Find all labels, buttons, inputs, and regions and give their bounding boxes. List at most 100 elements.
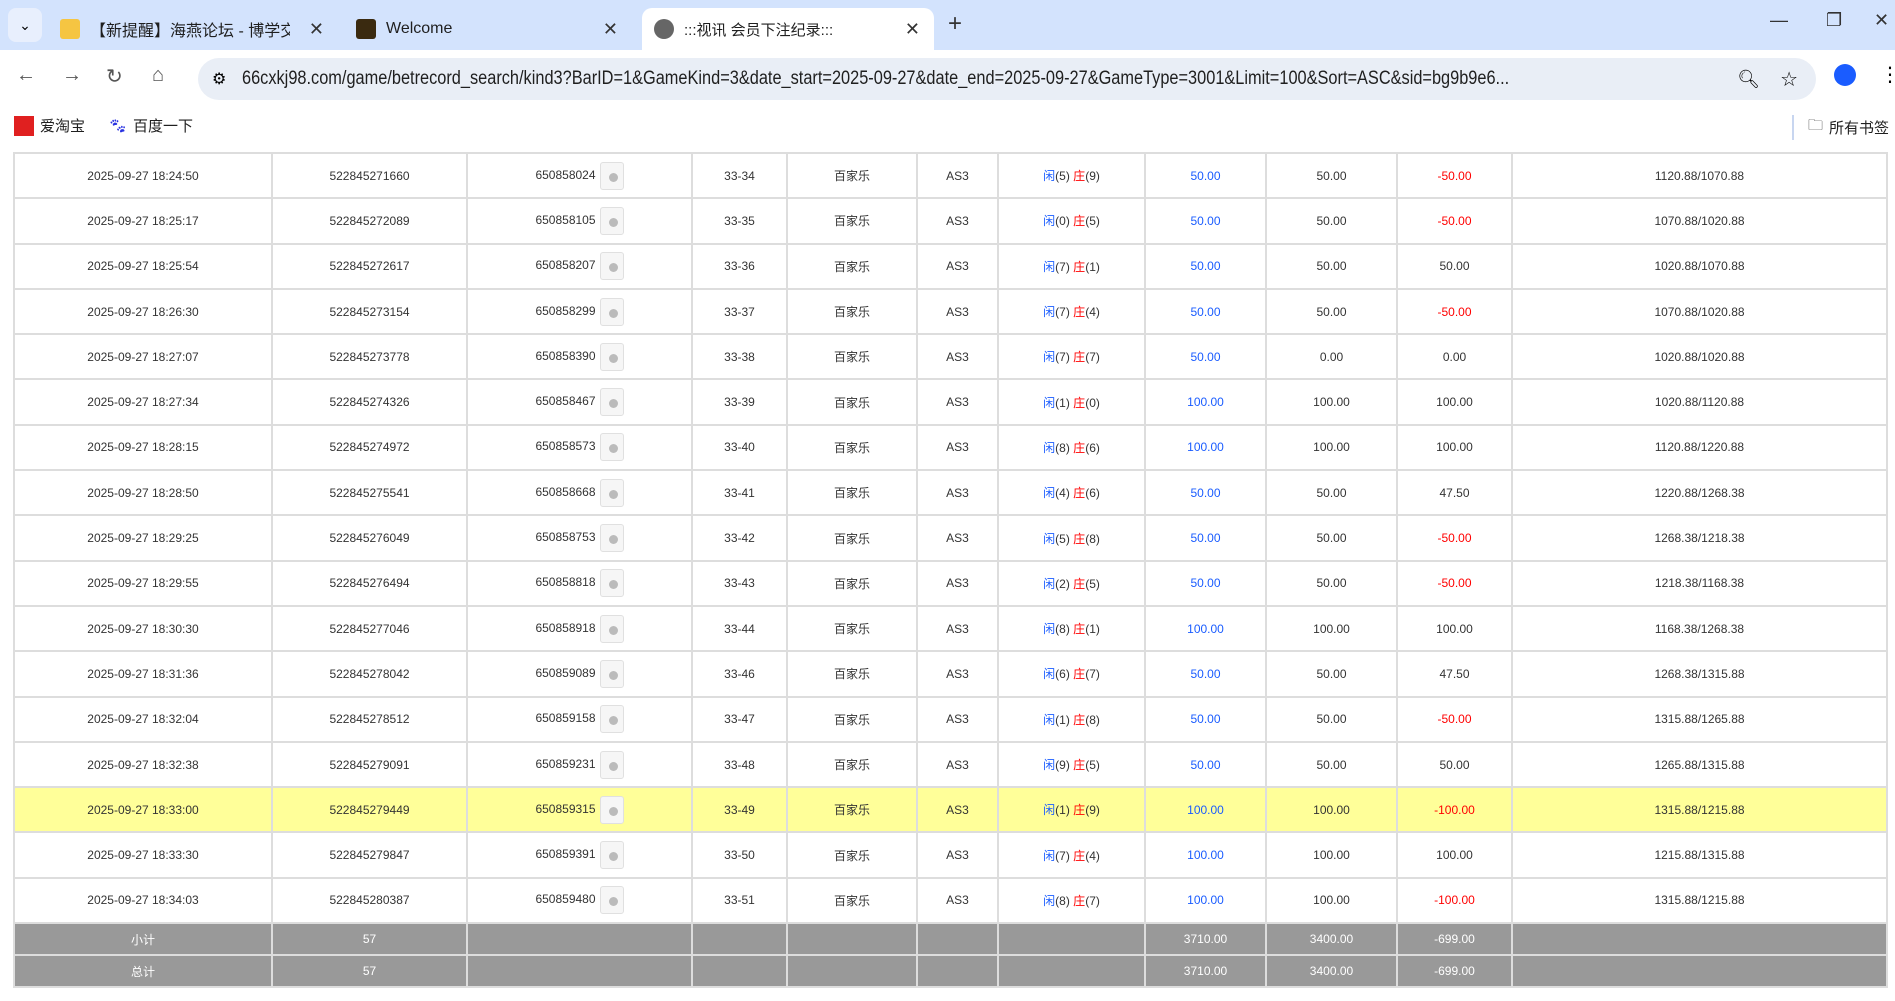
bet-amount: 100.00	[1144, 604, 1267, 653]
replay-document-icon[interactable]	[599, 659, 624, 688]
replay-document-icon[interactable]	[599, 705, 624, 734]
player-label: 闲	[1043, 712, 1056, 727]
round-id: 650858573	[535, 439, 596, 454]
banker-score: 9	[1089, 169, 1096, 184]
table-row: 2025-09-27 18:33:30 522845279847 6508593…	[13, 831, 1888, 879]
banker-label: 庄	[1073, 440, 1086, 455]
replay-document-icon[interactable]	[599, 886, 624, 915]
table-code: AS3	[916, 831, 999, 879]
player-score: 5	[1059, 531, 1066, 546]
banker-label: 庄	[1073, 576, 1086, 591]
new-tab-button[interactable]: +	[948, 10, 963, 37]
replay-document-icon[interactable]	[599, 252, 624, 281]
valid-amount: 100.00	[1265, 786, 1398, 834]
empty-cell	[786, 954, 918, 989]
tab-welcome[interactable]: Welcome ✕	[344, 8, 632, 50]
table-shoe: 33-47	[691, 695, 788, 743]
table-row: 2025-09-27 18:24:50 522845271660 6508580…	[13, 151, 1888, 200]
valid-amount: 50.00	[1265, 695, 1398, 743]
table-row: 2025-09-27 18:33:00 522845279449 6508593…	[13, 786, 1888, 834]
banker-score: 1	[1089, 259, 1096, 274]
replay-document-icon[interactable]	[599, 478, 624, 507]
round-id: 650858753	[535, 530, 596, 545]
back-button[interactable]: ←	[16, 64, 36, 86]
replay-document-icon[interactable]	[599, 161, 624, 190]
table-code: AS3	[916, 378, 999, 426]
table-shoe: 33-48	[691, 740, 788, 789]
bookmark-aitaobao[interactable]: 爱淘宝	[14, 115, 85, 136]
win-loss: -100.00	[1396, 876, 1513, 925]
bet-amount: 50.00	[1144, 514, 1267, 562]
empty-cell	[997, 954, 1146, 989]
win-loss: 0.00	[1396, 333, 1513, 381]
bookmark-baidu[interactable]: 🐾︎ 百度一下	[108, 115, 193, 136]
site-settings-icon[interactable]: ⚙	[212, 71, 227, 88]
empty-cell	[691, 954, 788, 989]
player-label: 闲	[1043, 893, 1056, 908]
game-type: 百家乐	[786, 151, 918, 200]
replay-document-icon[interactable]	[599, 206, 624, 235]
bet-time: 2025-09-27 18:31:36	[13, 650, 273, 698]
tab-forum[interactable]: 【新提醒】海燕论坛 - 博学交流 ✕	[48, 8, 338, 50]
replay-document-icon[interactable]	[599, 388, 624, 417]
profile-avatar[interactable]	[1834, 64, 1856, 86]
close-window-button[interactable]: ✕	[1874, 10, 1890, 30]
zoom-icon[interactable]: 🔍︎	[1737, 68, 1760, 89]
replay-document-icon[interactable]	[599, 342, 624, 371]
bet-id: 522845276494	[271, 559, 468, 607]
table-shoe: 33-34	[691, 151, 788, 200]
bet-time: 2025-09-27 18:27:07	[13, 333, 273, 381]
bet-id: 522845279449	[271, 786, 468, 834]
replay-document-icon[interactable]	[599, 750, 624, 779]
bet-amount: 50.00	[1144, 695, 1267, 743]
close-tab-icon[interactable]: ✕	[308, 18, 324, 39]
valid-amount: 100.00	[1265, 604, 1398, 653]
url-text[interactable]: 66cxkj98.com/game/betrecord_search/kind3…	[242, 68, 1510, 89]
table-row: 2025-09-27 18:31:36 522845278042 6508590…	[13, 650, 1888, 698]
bet-time: 2025-09-27 18:27:34	[13, 378, 273, 426]
valid-amount: 100.00	[1265, 876, 1398, 925]
home-button[interactable]: ⌂	[152, 64, 165, 86]
tab-bet-record[interactable]: :::视讯 会员下注纪录::: ✕	[642, 8, 934, 50]
empty-cell	[1511, 922, 1888, 957]
menu-icon[interactable]: ⋮	[1880, 64, 1895, 86]
banker-label: 庄	[1073, 259, 1086, 274]
all-bookmarks[interactable]: 🗀 所有书签	[1792, 115, 1889, 140]
valid-amount: 50.00	[1265, 740, 1398, 789]
forward-button[interactable]: →	[62, 64, 82, 86]
close-tab-icon[interactable]: ✕	[602, 18, 618, 39]
replay-document-icon[interactable]	[599, 569, 624, 598]
bet-time: 2025-09-27 18:33:30	[13, 831, 273, 879]
replay-document-icon[interactable]	[599, 795, 624, 824]
footer-bet: 3710.00	[1144, 922, 1267, 957]
round-id-cell: 650858573	[466, 423, 693, 472]
replay-document-icon[interactable]	[599, 614, 624, 643]
table-code: AS3	[916, 287, 999, 336]
result-cell: 闲(1) 庄(0)	[997, 378, 1146, 426]
table-shoe: 33-49	[691, 786, 788, 834]
bet-id: 522845273154	[271, 287, 468, 336]
banker-label: 庄	[1073, 169, 1086, 184]
reload-button[interactable]: ↻	[106, 66, 123, 88]
player-score: 5	[1059, 169, 1066, 184]
round-id-cell: 650858818	[466, 559, 693, 607]
replay-document-icon[interactable]	[599, 841, 624, 870]
balance: 1020.88/1020.88	[1511, 333, 1888, 381]
minimize-button[interactable]: —	[1770, 10, 1788, 30]
result-cell: 闲(7) 庄(4)	[997, 831, 1146, 879]
tab-search-button[interactable]: ⌄	[8, 8, 42, 42]
win-loss: -50.00	[1396, 514, 1513, 562]
close-tab-icon[interactable]: ✕	[904, 18, 920, 39]
address-bar[interactable]: ⚙ 66cxkj98.com/game/betrecord_search/kin…	[198, 58, 1816, 100]
table-code: AS3	[916, 786, 999, 834]
star-icon[interactable]: ☆	[1780, 68, 1798, 91]
table-shoe: 33-36	[691, 242, 788, 290]
banker-score: 4	[1089, 305, 1096, 320]
bet-time: 2025-09-27 18:34:03	[13, 876, 273, 925]
replay-document-icon[interactable]	[599, 297, 624, 326]
tab-title: Welcome	[386, 20, 453, 37]
restore-button[interactable]: ❐	[1826, 10, 1843, 30]
replay-document-icon[interactable]	[599, 433, 624, 462]
replay-document-icon[interactable]	[599, 524, 624, 553]
bet-time: 2025-09-27 18:30:30	[13, 604, 273, 653]
